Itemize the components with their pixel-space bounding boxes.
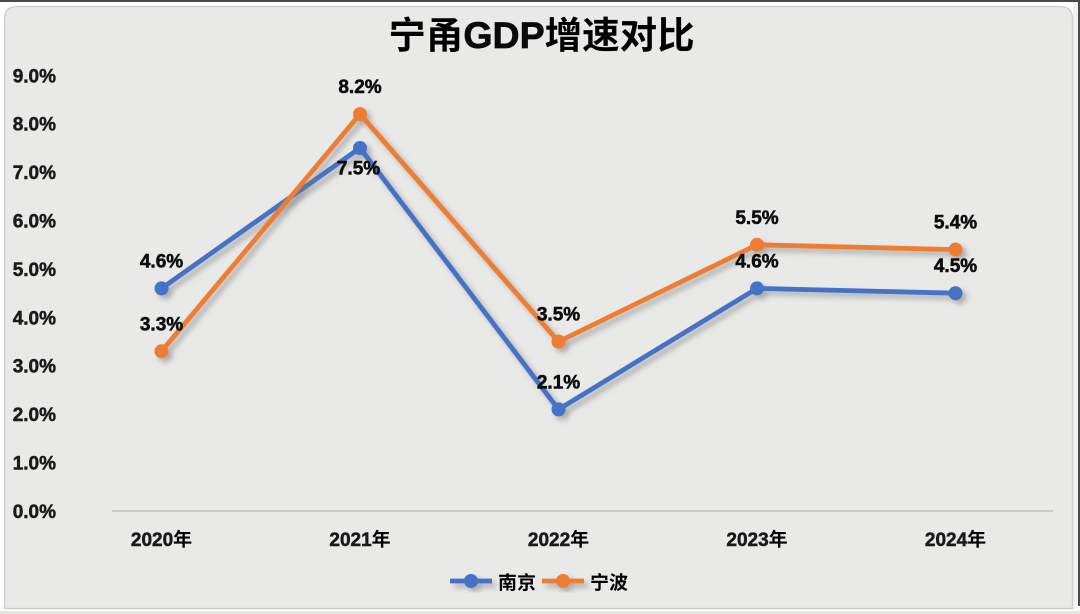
svg-text:2023: 2023 [726, 530, 768, 551]
svg-text:GDP: GDP [463, 14, 544, 56]
svg-text:4.5%: 4.5% [934, 256, 977, 277]
svg-text:1.0%: 1.0% [13, 454, 56, 475]
svg-text:8.0%: 8.0% [13, 115, 56, 136]
svg-text:4.6%: 4.6% [735, 251, 778, 272]
svg-text:5.0%: 5.0% [13, 260, 56, 281]
svg-text:7.0%: 7.0% [13, 163, 56, 184]
svg-text:2.0%: 2.0% [13, 405, 56, 426]
svg-text:3.3%: 3.3% [140, 314, 183, 335]
svg-text:2024: 2024 [925, 530, 968, 551]
svg-text:3.5%: 3.5% [537, 305, 580, 326]
svg-text:7.5%: 7.5% [337, 159, 380, 180]
svg-text:8.2%: 8.2% [338, 77, 381, 98]
svg-text:2020: 2020 [131, 530, 173, 551]
svg-text:2021: 2021 [329, 530, 372, 551]
svg-text:2022: 2022 [528, 530, 570, 551]
svg-text:0.0%: 0.0% [13, 502, 56, 523]
svg-text:5.5%: 5.5% [735, 208, 778, 229]
svg-text:5.4%: 5.4% [934, 213, 977, 234]
svg-text:3.0%: 3.0% [13, 357, 56, 378]
svg-text:4.0%: 4.0% [13, 308, 56, 329]
svg-text:6.0%: 6.0% [13, 212, 56, 233]
svg-text:4.6%: 4.6% [140, 251, 183, 272]
svg-text:2.1%: 2.1% [537, 372, 580, 393]
svg-text:9.0%: 9.0% [13, 66, 56, 87]
